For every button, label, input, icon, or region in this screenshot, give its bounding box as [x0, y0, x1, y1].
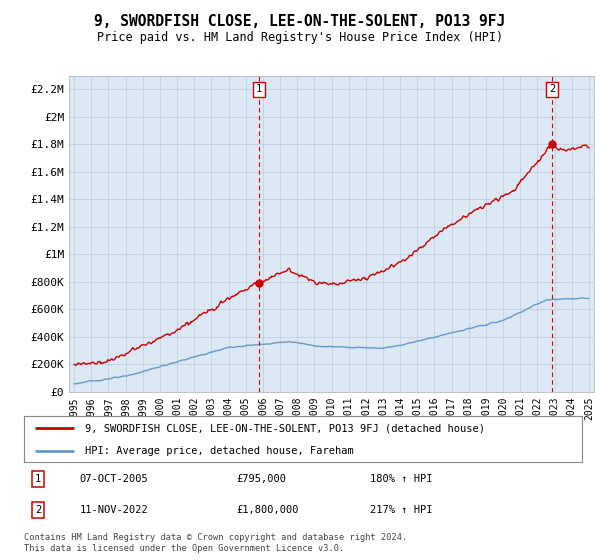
- Text: Price paid vs. HM Land Registry's House Price Index (HPI): Price paid vs. HM Land Registry's House …: [97, 31, 503, 44]
- Text: 1: 1: [256, 85, 262, 94]
- Text: HPI: Average price, detached house, Fareham: HPI: Average price, detached house, Fare…: [85, 446, 354, 455]
- Text: £795,000: £795,000: [236, 474, 286, 484]
- Text: £1,800,000: £1,800,000: [236, 505, 299, 515]
- Text: 1: 1: [35, 474, 41, 484]
- Text: 180% ↑ HPI: 180% ↑ HPI: [370, 474, 433, 484]
- Text: Contains HM Land Registry data © Crown copyright and database right 2024.
This d: Contains HM Land Registry data © Crown c…: [24, 533, 407, 553]
- Text: 217% ↑ HPI: 217% ↑ HPI: [370, 505, 433, 515]
- Text: 07-OCT-2005: 07-OCT-2005: [80, 474, 149, 484]
- Text: 11-NOV-2022: 11-NOV-2022: [80, 505, 149, 515]
- Text: 2: 2: [549, 85, 555, 94]
- Text: 9, SWORDFISH CLOSE, LEE-ON-THE-SOLENT, PO13 9FJ: 9, SWORDFISH CLOSE, LEE-ON-THE-SOLENT, P…: [94, 14, 506, 29]
- Text: 2: 2: [35, 505, 41, 515]
- Text: 9, SWORDFISH CLOSE, LEE-ON-THE-SOLENT, PO13 9FJ (detached house): 9, SWORDFISH CLOSE, LEE-ON-THE-SOLENT, P…: [85, 423, 485, 433]
